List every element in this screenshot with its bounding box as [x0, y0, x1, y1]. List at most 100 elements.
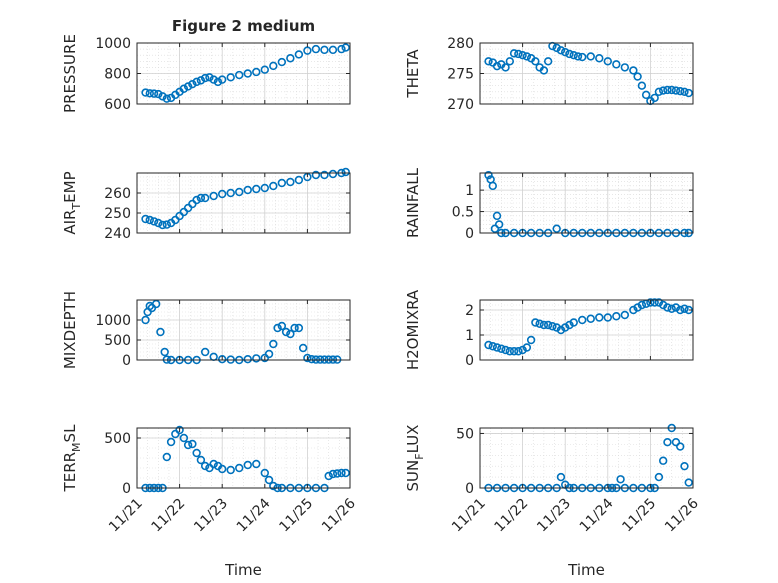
data-point	[612, 312, 621, 321]
data-point	[252, 184, 261, 194]
data-point	[492, 211, 502, 221]
data-point	[603, 57, 612, 66]
data-point	[218, 189, 227, 199]
data-point	[333, 469, 342, 478]
data-point	[290, 323, 299, 333]
data-point	[654, 87, 664, 97]
data-point	[286, 329, 295, 339]
data-point	[141, 315, 150, 325]
y-tick-label: 260	[104, 186, 131, 202]
data-point	[252, 459, 261, 469]
data-point	[145, 215, 154, 225]
data-point	[560, 47, 570, 57]
subplot-3: 240 250 260 AIRTEMP	[61, 167, 351, 242]
data-point	[680, 87, 689, 97]
y-tick-label: 1	[465, 328, 474, 344]
data-point	[650, 298, 659, 307]
data-point	[141, 88, 150, 97]
x-tick-label: 11/21	[449, 496, 489, 536]
data-point	[226, 465, 235, 475]
data-point	[324, 471, 333, 481]
axes-box	[136, 299, 351, 361]
x-tick-label: 11/26	[319, 495, 359, 535]
data-point	[277, 57, 287, 67]
y-tick-label: 270	[447, 97, 474, 113]
data-point	[522, 343, 532, 352]
data-point	[151, 299, 161, 309]
data-point	[620, 63, 630, 72]
data-point	[218, 464, 227, 474]
y-axis-label: TERRMSL	[61, 424, 83, 493]
data-point	[188, 79, 197, 89]
y-tick-label: 275	[447, 67, 474, 83]
y-axis-label: AIRTEMP	[61, 171, 83, 234]
data-point	[175, 425, 184, 435]
data-point	[166, 437, 176, 447]
data-point	[213, 77, 223, 87]
data-point	[260, 183, 269, 193]
data-point	[492, 61, 502, 71]
y-tick-label: 1000	[95, 313, 131, 329]
y-axis-label: PRESSURE	[61, 34, 79, 113]
data-point	[243, 460, 252, 470]
data-point	[341, 468, 350, 478]
data-point	[667, 85, 676, 95]
data-point	[154, 218, 163, 228]
data-point	[595, 54, 604, 63]
data-point	[200, 347, 210, 357]
data-point	[556, 325, 566, 335]
data-point	[196, 76, 206, 85]
data-point	[269, 181, 278, 191]
data-point	[650, 93, 659, 103]
data-point	[192, 77, 201, 87]
data-point	[277, 178, 287, 188]
y-tick-label: 0	[122, 481, 131, 497]
data-point	[569, 50, 578, 60]
data-point	[629, 66, 638, 75]
data-point	[637, 81, 647, 90]
data-point	[514, 347, 523, 356]
data-point	[654, 298, 664, 307]
subplot-2: 270 275 280 THETA	[404, 36, 694, 113]
data-point	[328, 469, 338, 479]
data-point	[616, 475, 625, 484]
chart-title: Figure 2 medium	[172, 17, 315, 35]
subplot-1: 600 800 1000 PRESSURE Figure 2 medium	[61, 17, 351, 113]
data-point	[243, 355, 252, 364]
data-point	[200, 193, 210, 203]
data-point	[243, 69, 252, 78]
y-tick-label: 2	[465, 303, 474, 319]
data-point	[303, 353, 312, 363]
subplot-4: 0 0.5 1 RAINFALL	[404, 167, 694, 242]
data-point	[556, 472, 566, 482]
data-point	[226, 188, 235, 198]
data-point	[243, 185, 252, 195]
data-point	[488, 342, 497, 351]
data-point	[209, 459, 218, 469]
data-point	[320, 170, 329, 180]
axes-box	[136, 172, 351, 234]
data-point	[680, 461, 689, 471]
y-axis-label: RAINFALL	[404, 167, 422, 238]
data-point	[671, 86, 681, 95]
data-point	[264, 349, 274, 359]
data-point	[294, 175, 304, 185]
data-point	[162, 94, 172, 103]
data-point	[629, 305, 638, 315]
data-point	[183, 82, 193, 91]
data-point	[556, 46, 566, 55]
data-point	[226, 73, 235, 82]
data-point	[658, 86, 668, 95]
data-point	[218, 355, 227, 364]
data-point	[586, 52, 595, 61]
y-axis-label: MIXDEPTH	[61, 291, 79, 369]
y-tick-label: 800	[104, 67, 131, 83]
data-point	[518, 345, 527, 355]
x-tick-label: 11/25	[276, 496, 316, 536]
data-point	[494, 220, 504, 229]
data-point	[552, 224, 561, 233]
data-point	[252, 354, 261, 363]
data-point	[162, 220, 172, 229]
data-point	[196, 193, 206, 203]
